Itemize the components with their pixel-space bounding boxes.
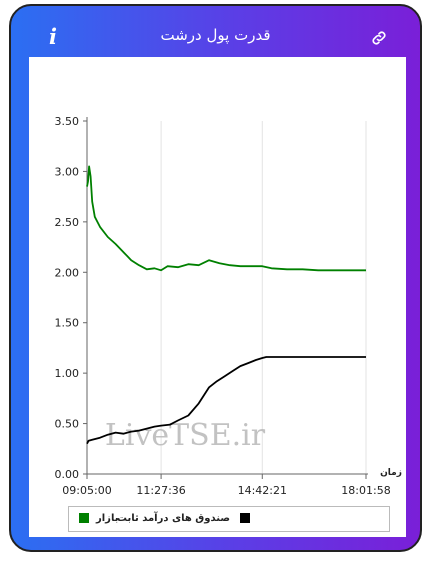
legend-swatch-market (79, 513, 89, 523)
series-line-fixed-income (86, 356, 366, 445)
info-icon[interactable]: i (49, 24, 57, 49)
x-tick-label: 11:27:36 (136, 484, 185, 497)
x-tick-label: 14:42:21 (238, 484, 287, 497)
chart-legend: صندوق های درآمد ثابت بازار (68, 506, 390, 532)
y-tick-label: 2.00 (55, 266, 80, 279)
legend-label-market: بازار (96, 513, 119, 524)
link-icon[interactable] (370, 29, 388, 47)
card-title: قدرت پول درشت (160, 26, 271, 44)
watermark: LiveTSE.ir (105, 418, 266, 453)
x-axis-title: زمان (380, 468, 402, 478)
y-tick-label: 1.00 (55, 367, 80, 380)
y-tick-label: 1.50 (55, 317, 80, 330)
y-tick-label: 0.50 (55, 418, 80, 431)
chart-card: i قدرت پول درشت 09:05:00 11:27:36 14:42:21… (9, 4, 422, 552)
chart-panel: 09:05:00 11:27:36 14:42:21 18:01:58 0.00 0.50… (29, 57, 406, 537)
line-chart: 09:05:00 11:27:36 14:42:21 18:01:58 0.00 0.50… (55, 115, 402, 497)
y-tick-label: 0.00 (55, 468, 80, 481)
x-tick-label: 09:05:00 (62, 484, 111, 497)
y-tick-label: 3.00 (55, 165, 80, 178)
legend-label-fixed-income: صندوق های درآمد ثابت (116, 513, 230, 524)
legend-swatch-fixed-income (240, 513, 250, 523)
x-tick-label: 18:01:58 (341, 484, 390, 497)
card-header: i قدرت پول درشت (11, 6, 420, 58)
series-line-market (86, 165, 366, 272)
y-tick-label: 2.50 (55, 216, 80, 229)
y-tick-label: 3.50 (55, 115, 80, 128)
